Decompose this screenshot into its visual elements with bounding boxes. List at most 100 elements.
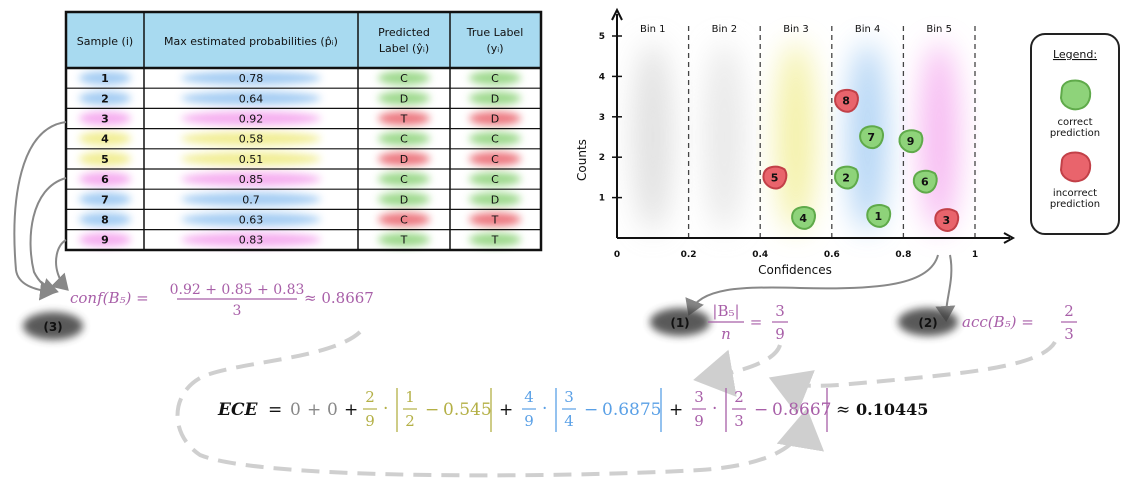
legend-correct-line2: prediction (1050, 128, 1100, 139)
row-true-highlight (469, 151, 521, 166)
row-sample-id: 9 (101, 234, 109, 247)
arrow-bin5-to-acc (935, 254, 956, 322)
row-probability: 0.83 (239, 234, 264, 247)
data-point: 8 (834, 88, 859, 113)
y-axis-arrow-icon (611, 7, 623, 21)
row-true-label: D (491, 92, 499, 105)
row-probability: 0.85 (239, 173, 264, 186)
flow-arrows-to-ece (175, 330, 1057, 478)
data-points: 1 2 3 4 5 6 7 8 9 (762, 88, 960, 232)
dashed-acc-to-ece (768, 340, 1057, 415)
table-row: 6 0.85 C C (101, 173, 499, 186)
step3-badge-bg (23, 312, 83, 340)
table-row: 8 0.63 C T (101, 214, 498, 227)
bin-size-formula: |B₅| n = 3 9 (708, 302, 788, 343)
row-probability: 0.92 (239, 113, 264, 126)
row-pred-highlight (378, 91, 430, 106)
table-row: 7 0.7 D D (101, 193, 499, 206)
row-probability: 0.78 (239, 72, 264, 85)
t3-acc-num: 1 (405, 388, 415, 406)
data-point: 1 (866, 204, 892, 228)
point-label: 4 (799, 212, 807, 225)
row-pred-highlight (378, 212, 430, 227)
row-sample-id: 3 (101, 113, 109, 126)
row-sample-highlight (79, 151, 131, 166)
row-true-highlight (469, 212, 521, 227)
point-label: 1 (875, 210, 883, 223)
ece-plus-3: + (499, 400, 513, 420)
row-sample-highlight (79, 131, 131, 146)
row-sample-id: 7 (101, 193, 109, 206)
data-point: 5 (762, 165, 788, 190)
ece-plus-4: + (669, 400, 683, 420)
ece-plus-2: + (344, 400, 358, 420)
bin-label: Bin 2 (712, 24, 738, 35)
table-header-background (66, 12, 541, 68)
data-point: 9 (898, 129, 924, 154)
t5-conf: 0.8667 (772, 400, 831, 420)
bin-background (776, 42, 816, 232)
reliability-scatter-chart: Bin 1 Bin 2 Bin 3 Bin 4 Bin 5 0 0.2 0.4 0.6 0.8 1… (575, 7, 1016, 277)
t4-conf: 0.6875 (602, 400, 661, 420)
row-predicted-label: T (400, 113, 408, 126)
step2-label: (2) (918, 316, 937, 330)
ece-result: 0.10445 (856, 400, 928, 419)
table-row: 2 0.64 D D (101, 92, 499, 105)
t5-weight-num: 3 (694, 388, 704, 406)
conf-formula: conf(B₅) = 0.92 + 0.85 + 0.83 3 ≈ 0.8667 (70, 282, 374, 319)
t5-acc-num: 2 (734, 388, 744, 406)
t3-minus: − (425, 400, 439, 420)
ece-equals: = (268, 400, 282, 420)
row-pred-highlight (378, 151, 430, 166)
x-tick-label: 0.4 (752, 250, 768, 260)
row-sample-highlight (79, 91, 131, 106)
t4-acc-den: 4 (564, 412, 574, 430)
acc-denominator: 3 (1064, 325, 1074, 343)
t3-acc-den: 2 (405, 412, 415, 430)
y-tick-label: 4 (599, 72, 605, 82)
header-true-line1: True Label (466, 26, 524, 39)
legend-incorrect-line1: incorrect (1053, 188, 1097, 199)
t4-weight-den: 9 (524, 412, 534, 430)
point-marker (859, 125, 884, 150)
table-row: 4 0.58 C C (101, 133, 499, 146)
row-prob-highlight (181, 172, 321, 187)
row-probability: 0.51 (239, 153, 264, 166)
legend-incorrect-line2: prediction (1050, 199, 1100, 210)
legend-incorrect-swatch-icon (1059, 151, 1092, 183)
row-true-label: C (491, 72, 499, 85)
ece-bin4-term: 4 9 · 3 4 − 0.6875 (522, 388, 662, 432)
row-prob-highlight (181, 131, 321, 146)
row-true-highlight (469, 172, 521, 187)
point-marker (866, 204, 892, 228)
row-sample-id: 6 (101, 173, 109, 186)
t4-weight-num: 4 (524, 388, 534, 406)
row-true-label: C (491, 153, 499, 166)
t5-weight-den: 9 (694, 412, 704, 430)
row-true-label: T (491, 214, 499, 227)
row-predicted-label: D (400, 92, 408, 105)
t5-acc-den: 3 (734, 412, 744, 430)
bsize-value-numerator: 3 (775, 302, 785, 320)
bin-background (632, 42, 673, 232)
point-label: 6 (921, 175, 929, 188)
table-row: 9 0.83 T T (101, 234, 498, 247)
legend-correct-swatch-icon (1059, 79, 1092, 111)
point-label: 8 (842, 95, 850, 108)
t3-dot: · (383, 399, 388, 419)
bin-label: Bin 4 (855, 24, 881, 35)
ece-bin2-term: 0 (327, 400, 338, 420)
row-prob-highlight (181, 151, 321, 166)
row-true-highlight (469, 232, 521, 247)
legend-title: Legend: (1053, 48, 1097, 61)
row-sample-highlight (79, 212, 131, 227)
row-true-label: C (491, 173, 499, 186)
acc-lhs: acc(B₅) = (962, 313, 1034, 331)
row-pred-highlight (378, 71, 430, 86)
ece-lhs: ECE (217, 400, 258, 420)
point-label: 9 (907, 135, 915, 148)
connector-arrows (13, 121, 956, 322)
point-label: 7 (867, 131, 875, 144)
